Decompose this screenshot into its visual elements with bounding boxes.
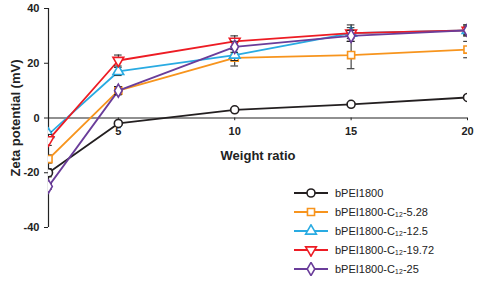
svg-text:Weight ratio: Weight ratio (221, 148, 296, 163)
html-text:bPEI1800-C₁₂-19.72: bPEI1800-C₁₂-19.72 (335, 243, 435, 256)
svg-text:-20: -20 (24, 166, 40, 178)
html-text:bPEI1800-C₁₂-12.5: bPEI1800-C₁₂-12.5 (335, 224, 428, 237)
svg-text:10: 10 (229, 125, 241, 137)
html-text:bPEI1800-C₁₂-25: bPEI1800-C₁₂-25 (335, 262, 419, 275)
svg-text:20: 20 (461, 125, 473, 137)
svg-text:40: 40 (27, 2, 39, 14)
svg-text:Zeta potential (mV): Zeta potential (mV) (8, 59, 23, 176)
svg-text:5: 5 (115, 124, 122, 137)
svg-text:20: 20 (27, 57, 39, 69)
html-text:bPEI1800-C₁₂-5.28: bPEI1800-C₁₂-5.28 (335, 205, 428, 218)
svg-text:0: 0 (33, 112, 39, 124)
html-text:bPEI1800: bPEI1800 (335, 186, 384, 199)
svg-text:-40: -40 (24, 221, 40, 233)
svg-text:15: 15 (345, 125, 357, 137)
